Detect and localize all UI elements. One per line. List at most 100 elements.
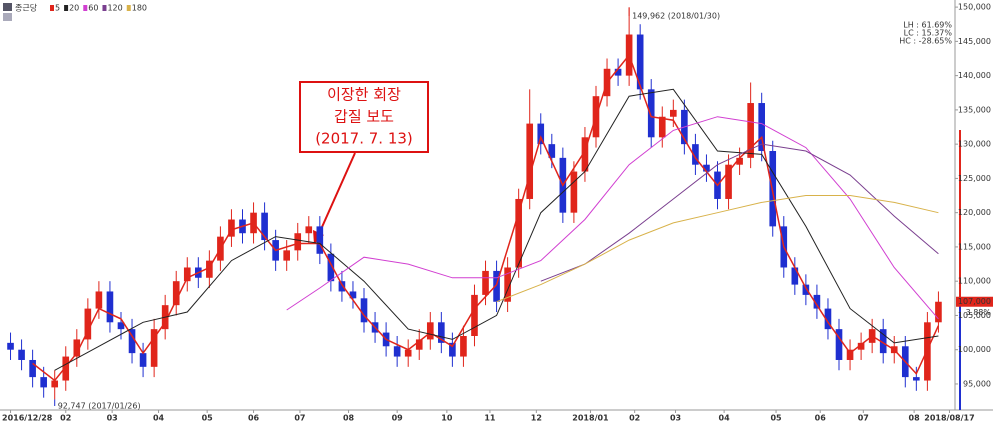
legend-label: 180	[132, 4, 147, 13]
legend-swatch	[64, 5, 69, 11]
legend-swatch	[50, 5, 54, 11]
y-tick-label: 95,000	[963, 379, 991, 388]
candle-body	[658, 116, 666, 138]
candle-body	[172, 281, 180, 306]
x-tick-label: 06	[815, 414, 827, 423]
annotation-text: 갑질 보도	[334, 108, 394, 126]
legend-label: 5	[55, 4, 60, 13]
candle-body	[913, 377, 920, 381]
candle-body	[228, 219, 235, 237]
candle-body	[349, 291, 357, 299]
candle-body	[305, 226, 313, 234]
candle-body	[526, 123, 534, 199]
annotation-arrow	[317, 152, 356, 237]
candle-body	[548, 144, 556, 158]
candle-body	[95, 291, 103, 309]
candle-body	[206, 260, 213, 278]
x-tick-label: 07	[294, 414, 305, 423]
y-tick-label: 110,000	[958, 277, 991, 286]
y-tick-label: 120,000	[958, 208, 991, 217]
candle-body	[791, 267, 799, 285]
legend-swatch	[102, 5, 107, 11]
candle-body	[360, 298, 368, 323]
x-tick-label: 02	[629, 414, 640, 423]
candle-body	[29, 359, 36, 378]
legend-title: 종근당	[15, 3, 38, 13]
x-tick-label: 08	[909, 414, 921, 423]
candle-body	[493, 270, 500, 302]
candle-body	[471, 294, 478, 336]
x-tick-label: 08	[343, 414, 355, 423]
candle-body	[449, 342, 456, 357]
candle-body	[404, 349, 412, 357]
candle-body	[316, 226, 324, 254]
candle-body	[426, 322, 434, 340]
x-tick-label: 11	[484, 414, 496, 423]
x-tick-label: 05	[770, 414, 782, 423]
candle-body	[692, 144, 699, 165]
candle-body	[261, 212, 268, 241]
candle-body	[327, 253, 335, 282]
annotation-text: 이장한 회장	[327, 86, 401, 104]
candle-body	[18, 349, 25, 360]
candle-body	[813, 294, 821, 309]
x-tick-label: 04	[153, 414, 165, 423]
candle-body	[294, 233, 302, 251]
candle-body	[283, 250, 290, 261]
x-tick-label: 10	[441, 414, 453, 423]
candle-body	[150, 329, 158, 367]
candle-body	[62, 356, 70, 381]
candle-body	[482, 270, 489, 295]
ma-line	[540, 143, 939, 282]
candle-body	[183, 267, 191, 282]
candle-body	[393, 346, 401, 357]
x-tick-label: 03	[670, 414, 681, 423]
x-tick-label: 07	[858, 414, 869, 423]
last-price-label: 107,000	[958, 297, 991, 306]
candle-body	[504, 267, 511, 302]
ma-line	[32, 53, 940, 382]
candle-body	[438, 322, 445, 343]
candle-body	[835, 329, 843, 360]
high-note: 149,962 (2018/01/30)	[632, 12, 720, 21]
y-tick-label: 115,000	[958, 242, 991, 251]
candle-body	[636, 34, 644, 90]
stat-label: LH : 61.69%	[903, 21, 952, 30]
x-tick-label: 2018/01	[572, 414, 609, 423]
candle-body	[117, 322, 125, 330]
candle-body	[139, 353, 147, 367]
y-tick-label: 150,000	[958, 3, 991, 12]
stat-label: HC : -28.65%	[899, 37, 952, 46]
x-tick-label: 04	[719, 414, 731, 423]
menu-icon[interactable]	[3, 13, 12, 21]
change-label: 3.88%	[966, 308, 992, 317]
y-tick-label: 125,000	[958, 174, 991, 183]
low-note: 92,747 (2017/01/26)	[58, 402, 141, 411]
candle-body	[51, 380, 59, 388]
candle-body	[614, 68, 622, 76]
legend-label: 20	[69, 4, 79, 13]
x-tick-label: 12	[531, 414, 542, 423]
annotation-text: (2017. 7. 13)	[315, 130, 413, 148]
candle-body	[725, 164, 732, 199]
legend-label: 120	[107, 4, 122, 13]
legend-icon	[3, 3, 12, 11]
candle-body	[570, 171, 578, 213]
candle-body	[758, 103, 765, 151]
candle-body	[824, 308, 832, 330]
last-price-box	[956, 296, 993, 307]
x-tick-label: 06	[248, 414, 260, 423]
stat-label: LC : 15.37%	[904, 29, 953, 38]
candle-body	[581, 137, 589, 172]
candle-body	[106, 291, 114, 323]
legend-swatch	[83, 5, 88, 11]
ma-line	[54, 88, 939, 371]
y-tick-label: 130,000	[958, 140, 991, 149]
y-tick-label: 100,000	[958, 345, 991, 354]
candle-body	[415, 339, 423, 350]
x-tick-label: 2018/08/17	[924, 414, 974, 423]
candle-body	[338, 281, 346, 292]
